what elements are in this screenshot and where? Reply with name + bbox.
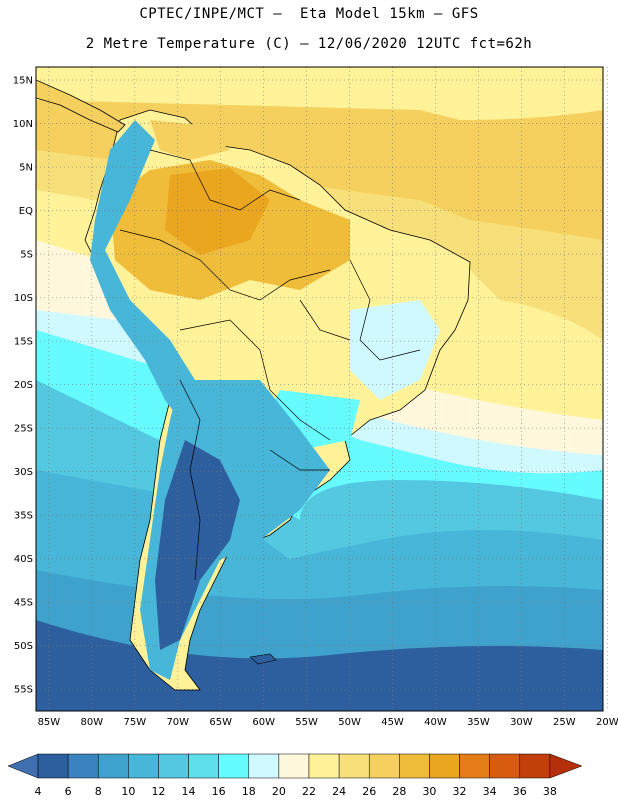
colorbar-tick-label: 38: [543, 785, 557, 798]
lat-tick-label: 5N: [19, 163, 33, 174]
lon-tick-label: 50W: [338, 717, 361, 728]
colorbar-swatch: [67, 753, 99, 779]
latitude-labels: 15N 10N 5N EQ 5S 10S 15S 20S 25S 30S 35S 40S 45S 50S 5…: [13, 76, 33, 696]
lat-tick-label: 50S: [14, 641, 33, 652]
colorbar-tick-label: 28: [392, 785, 406, 798]
colorbar-swatch: [308, 753, 340, 779]
colorbar-swatch: [218, 753, 250, 779]
colorbar-tick-label: 8: [95, 785, 102, 798]
colorbar-swatch: [338, 753, 370, 779]
colorbar-tick-label: 26: [362, 785, 376, 798]
lon-tick-label: 85W: [38, 717, 61, 728]
lon-tick-label: 35W: [467, 717, 490, 728]
lat-tick-label: 20S: [14, 380, 33, 391]
graticule: [36, 67, 608, 711]
colorbar-tick-label: 14: [182, 785, 196, 798]
lat-tick-label: 25S: [14, 424, 33, 435]
lon-tick-label: 30W: [510, 717, 533, 728]
colorbar-tick-label: 30: [422, 785, 436, 798]
falkland-islands: [249, 653, 277, 665]
colorbar-tick-label: 24: [332, 785, 346, 798]
colorbar-swatch: [97, 753, 129, 779]
colorbar-swatch: [158, 753, 189, 779]
lat-tick-label: 40S: [14, 554, 33, 565]
colorbar-high-arrow: [549, 753, 583, 779]
colorbar-swatch: [459, 753, 490, 779]
plot-frame: [35, 66, 604, 712]
colorbar-swatch: [188, 753, 219, 779]
map-field: [36, 67, 603, 711]
colorbar-swatch: [248, 753, 280, 779]
lon-tick-label: 45W: [381, 717, 404, 728]
colorbar-tick-label: 22: [302, 785, 316, 798]
lon-tick-label: 55W: [295, 717, 318, 728]
lat-tick-label: 10S: [14, 293, 33, 304]
colorbar-tick-label: 20: [272, 785, 286, 798]
lat-tick-label: 5S: [20, 250, 33, 261]
lat-tick-label: 45S: [14, 598, 33, 609]
lon-tick-label: 60W: [252, 717, 275, 728]
lat-tick-label: 35S: [14, 511, 33, 522]
lat-tick-label: 55S: [14, 685, 33, 696]
lon-tick-label: 75W: [123, 717, 146, 728]
map-title-line1: CPTEC/INPE/MCT – Eta Model 15km – GFS: [139, 6, 479, 22]
amazon-hottest-zone: [165, 168, 270, 255]
colorbar-tick-label: 4: [35, 785, 42, 798]
lon-tick-label: 80W: [81, 717, 104, 728]
brazil-highlands: [350, 300, 440, 400]
andes-cold-ridge: [90, 120, 195, 420]
colorbar-swatch: [368, 753, 400, 779]
colorbar-swatch: [399, 753, 430, 779]
colorbar-tick-label: 18: [242, 785, 256, 798]
colorbar-tick-label: 6: [65, 785, 72, 798]
central-america-land: [36, 79, 126, 133]
lat-tick-label: 15S: [14, 337, 33, 348]
ocean-north-band: [36, 67, 603, 120]
colorbar: 4 6 8 10 12 14 16 18 20 22 24 26 28 30 32 34 36 38: [7, 753, 583, 798]
colorbar-tick-label: 10: [121, 785, 135, 798]
caribbean-coast-zone: [150, 120, 230, 160]
lat-tick-label: EQ: [19, 206, 33, 217]
colorbar-swatch: [429, 753, 460, 779]
colorbar-tick-label: 16: [212, 785, 226, 798]
colorbar-tick-label: 36: [513, 785, 527, 798]
lat-tick-label: 15N: [13, 76, 33, 87]
lat-tick-label: 10N: [13, 119, 33, 130]
lon-tick-label: 70W: [166, 717, 189, 728]
lon-tick-label: 20W: [596, 717, 618, 728]
colorbar-tick-label: 32: [453, 785, 467, 798]
colorbar-swatch: [128, 753, 159, 779]
map-title-line2: 2 Metre Temperature (C) – 12/06/2020 12U…: [85, 36, 533, 52]
colorbar-swatch: [489, 753, 521, 779]
colorbar-swatches: [7, 753, 583, 779]
colorbar-low-arrow: [7, 753, 39, 779]
country-borders: [119, 149, 421, 581]
colorbar-swatch: [37, 753, 69, 779]
lon-tick-label: 65W: [209, 717, 232, 728]
lon-tick-label: 40W: [424, 717, 447, 728]
temperature-map: 15N 10N 5N EQ 5S 10S 15S 20S 25S 30S 35S 40S 45S 50S 5…: [13, 66, 618, 728]
longitude-labels: 85W 80W 75W 70W 65W 60W 55W 50W 45W 40W 35W 30W 25W 2…: [38, 717, 618, 728]
colorbar-tick-labels: 4 6 8 10 12 14 16 18 20 22 24 26 28 30 32 34 36 38: [35, 785, 557, 798]
lon-tick-label: 25W: [553, 717, 576, 728]
patagonia-cold-zone: [155, 440, 240, 650]
colorbar-swatch: [519, 753, 551, 779]
colorbar-swatch: [278, 753, 310, 779]
lat-tick-label: 30S: [14, 467, 33, 478]
colorbar-tick-label: 12: [151, 785, 165, 798]
colorbar-tick-label: 34: [483, 785, 497, 798]
